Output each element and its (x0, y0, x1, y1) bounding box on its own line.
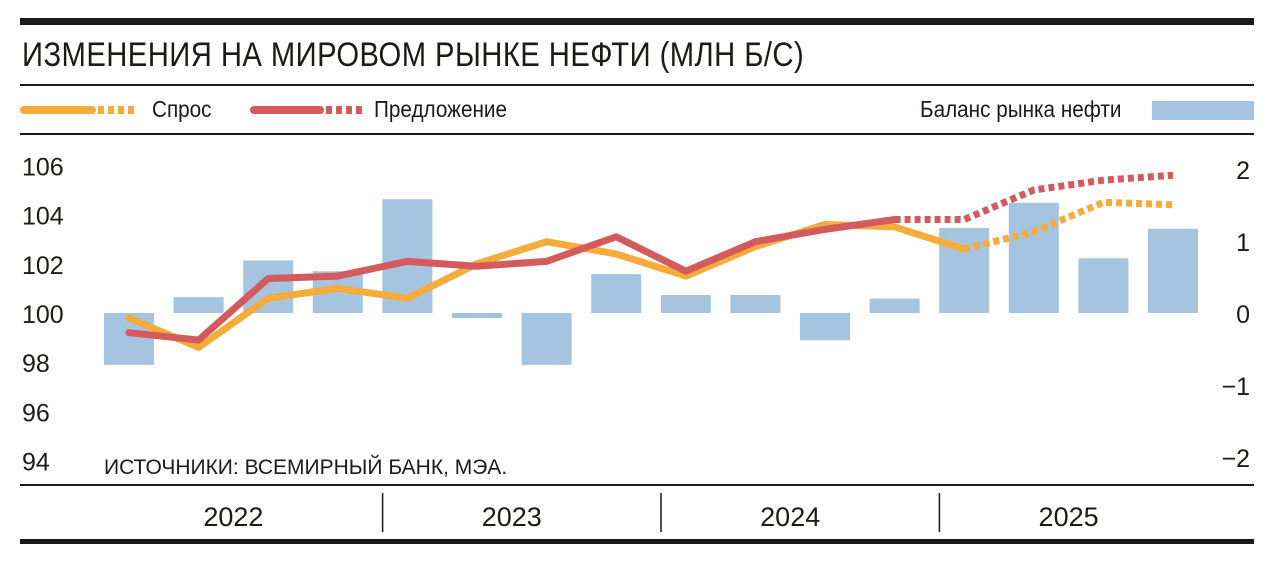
balance-bar (1008, 202, 1059, 313)
left-axis-tick: 96 (22, 399, 50, 427)
bottom-rule (20, 539, 1254, 544)
legend-underline (20, 133, 1254, 135)
right-axis-tick: 1 (1236, 229, 1250, 257)
balance-bar (800, 313, 850, 341)
demand-line-actual (125, 220, 968, 351)
year-label: 2025 (1039, 502, 1099, 532)
left-axis-tick: 106 (22, 153, 64, 181)
left-axis-tick: 94 (22, 449, 50, 477)
legend-supply-label: Предложение (374, 96, 507, 122)
top-rule (20, 18, 1254, 25)
axis-rule (20, 484, 1254, 486)
legend-balance-swatch (1152, 101, 1254, 120)
right-axis-tick: 2 (1236, 157, 1250, 185)
demand-line-forecast (963, 198, 1174, 253)
right-axis-tick: 0 (1236, 301, 1250, 329)
left-axis-tick: 102 (22, 252, 64, 280)
year-label: 2023 (482, 502, 542, 532)
supply-line-forecast (894, 171, 1174, 224)
right-axis-tick: −2 (1221, 445, 1250, 473)
year-label: 2024 (760, 502, 820, 532)
balance-bar (173, 297, 224, 313)
left-axis-tick: 104 (22, 203, 64, 231)
balance-bar (521, 313, 572, 365)
balance-bar (243, 260, 294, 313)
legend-swatches (20, 101, 1254, 120)
chart-title: ИЗМЕНЕНИЯ НА МИРОВОМ РЫНКЕ НЕФТИ (МЛН Б/… (22, 36, 805, 74)
balance-bar (452, 313, 502, 319)
balance-bar (591, 274, 642, 313)
balance-bar (660, 295, 711, 313)
right-axis-tick: −1 (1221, 373, 1250, 401)
balance-bar (1078, 258, 1129, 313)
left-axis-tick: 100 (22, 301, 64, 329)
supply-line-actual (125, 216, 899, 344)
source-note: ИСТОЧНИКИ: ВСЕМИРНЫЙ БАНК, МЭА. (104, 455, 507, 479)
legend-demand-label: Спрос (152, 96, 212, 122)
balance-bar (869, 298, 920, 313)
title-underline (20, 84, 1254, 86)
balance-bar (1148, 228, 1198, 313)
year-label: 2022 (203, 502, 263, 532)
balance-bar (730, 295, 781, 313)
legend-balance-label: Баланс рынка нефти (920, 96, 1122, 122)
left-axis-tick: 98 (22, 350, 50, 378)
